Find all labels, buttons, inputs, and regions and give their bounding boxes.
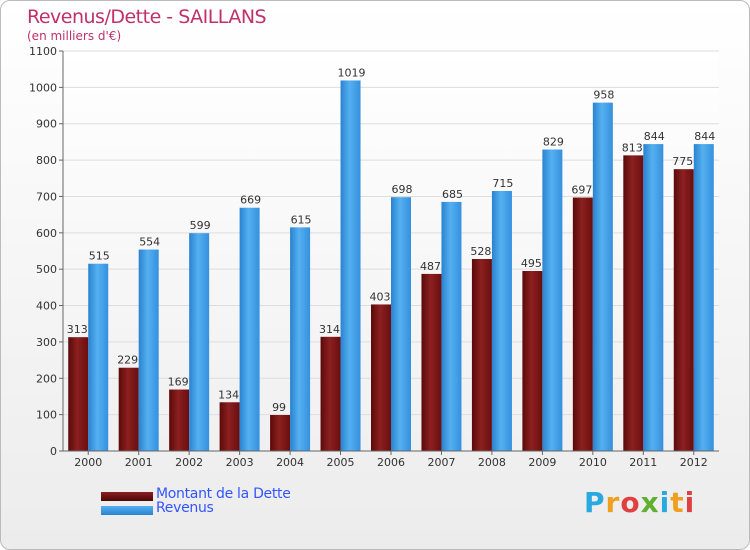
xtick-label-2011: 2011 xyxy=(629,456,657,469)
bar-dette-2010 xyxy=(572,197,593,451)
bar-dette-2009 xyxy=(522,271,543,451)
bar-revenus-2001 xyxy=(138,249,159,451)
data-label-revenus-2000: 515 xyxy=(89,250,110,263)
ytick-label-600: 600 xyxy=(36,227,57,240)
data-label-dette-2004: 99 xyxy=(272,401,286,414)
bar-revenus-2010 xyxy=(592,102,613,452)
data-label-revenus-2001: 554 xyxy=(139,236,160,249)
bar-dette-2011 xyxy=(623,155,644,451)
bar-revenus-2004 xyxy=(290,227,311,451)
data-label-revenus-2002: 599 xyxy=(190,219,211,232)
legend-label-revenus: Revenus xyxy=(156,500,214,516)
bar-dette-2007 xyxy=(421,273,442,451)
bar-revenus-2011 xyxy=(643,144,664,451)
data-label-dette-2006: 403 xyxy=(370,290,391,303)
data-label-revenus-2004: 615 xyxy=(291,213,312,226)
data-label-dette-2005: 314 xyxy=(319,323,340,336)
ytick-label-1100: 1100 xyxy=(29,45,57,58)
chart-subtitle: (en milliers d'€) xyxy=(27,29,122,43)
ytick-label-300: 300 xyxy=(36,336,57,349)
data-label-revenus-2011: 844 xyxy=(644,130,665,143)
data-label-dette-2012: 775 xyxy=(672,155,693,168)
legend-swatch-dette xyxy=(101,492,153,501)
xtick-label-2006: 2006 xyxy=(377,456,405,469)
bar-revenus-2005 xyxy=(340,80,361,452)
xtick-label-2002: 2002 xyxy=(175,456,203,469)
bar-revenus-2008 xyxy=(491,191,512,451)
bar-dette-2003 xyxy=(219,402,240,451)
legend-label-dette: Montant de la Dette xyxy=(156,486,291,502)
bar-dette-2008 xyxy=(471,259,492,451)
xtick-label-2012: 2012 xyxy=(680,456,708,469)
bar-dette-2002 xyxy=(169,389,190,451)
data-label-dette-2000: 313 xyxy=(67,323,88,336)
data-label-dette-2001: 229 xyxy=(117,354,138,367)
xtick-label-2010: 2010 xyxy=(579,456,607,469)
bar-revenus-2002 xyxy=(189,233,210,451)
bar-dette-2000 xyxy=(68,337,89,451)
xtick-label-2007: 2007 xyxy=(427,456,455,469)
xtick-label-2003: 2003 xyxy=(226,456,254,469)
data-label-revenus-2008: 715 xyxy=(492,177,513,190)
bar-revenus-2012 xyxy=(693,144,714,451)
data-label-revenus-2006: 698 xyxy=(392,183,413,196)
data-label-revenus-2003: 669 xyxy=(240,194,261,207)
bar-revenus-2003 xyxy=(239,207,260,451)
bar-revenus-2006 xyxy=(391,197,411,451)
bar-dette-2001 xyxy=(118,367,139,451)
proxiti-logo: Proxiti xyxy=(584,486,696,519)
bar-dette-2006 xyxy=(371,304,391,451)
bar-dette-2012 xyxy=(673,169,694,451)
bar-revenus-2000 xyxy=(88,263,109,451)
xtick-label-2009: 2009 xyxy=(528,456,556,469)
ytick-label-700: 700 xyxy=(36,190,57,203)
ytick-label-400: 400 xyxy=(36,300,57,313)
xtick-label-2001: 2001 xyxy=(125,456,153,469)
bar-revenus-2007 xyxy=(441,201,462,451)
ytick-label-500: 500 xyxy=(36,263,57,276)
data-label-revenus-2010: 958 xyxy=(593,89,614,102)
data-label-dette-2002: 169 xyxy=(168,376,189,389)
data-label-revenus-2009: 829 xyxy=(543,136,564,149)
data-label-revenus-2012: 844 xyxy=(694,130,715,143)
ytick-label-900: 900 xyxy=(36,118,57,131)
ytick-label-200: 200 xyxy=(36,372,57,385)
xtick-label-2008: 2008 xyxy=(478,456,506,469)
data-label-dette-2009: 495 xyxy=(521,257,542,270)
ytick-label-0: 0 xyxy=(50,445,57,458)
legend-swatch-revenus xyxy=(101,506,153,515)
data-label-dette-2008: 528 xyxy=(470,245,491,258)
xtick-label-2000: 2000 xyxy=(74,456,102,469)
ytick-label-100: 100 xyxy=(36,409,57,422)
data-label-revenus-2007: 685 xyxy=(442,188,463,201)
bar-revenus-2009 xyxy=(542,149,563,451)
ytick-label-800: 800 xyxy=(36,154,57,167)
xtick-label-2004: 2004 xyxy=(276,456,304,469)
data-label-dette-2007: 487 xyxy=(420,260,441,273)
data-label-revenus-2005: 1019 xyxy=(338,66,366,79)
ytick-label-1000: 1000 xyxy=(29,81,57,94)
bar-dette-2004 xyxy=(270,415,291,451)
xtick-label-2005: 2005 xyxy=(327,456,355,469)
bar-dette-2005 xyxy=(320,336,341,451)
data-label-dette-2010: 697 xyxy=(571,184,592,197)
chart-title: Revenus/Dette - SAILLANS xyxy=(27,6,267,28)
data-label-dette-2003: 134 xyxy=(218,388,239,401)
data-label-dette-2011: 813 xyxy=(622,141,643,154)
